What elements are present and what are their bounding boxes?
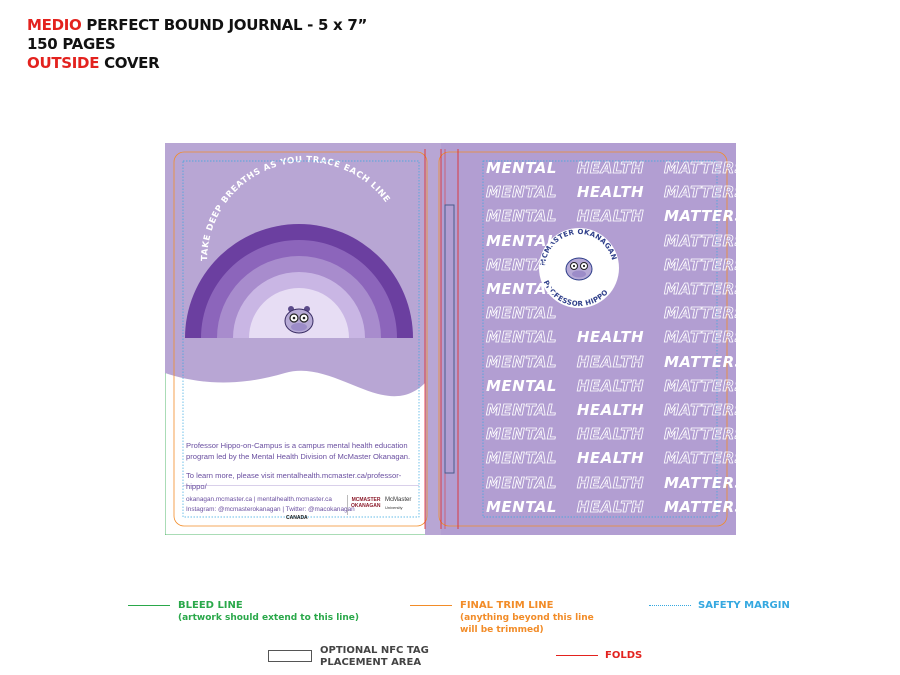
pattern-word: HEALTH	[576, 473, 645, 492]
trim-line-back	[173, 151, 428, 527]
pattern-word: MENTAL	[486, 425, 557, 444]
pattern-word: MATTERS	[663, 231, 746, 250]
pattern-word: HEALTH	[576, 183, 645, 202]
mcmaster-university-logo: McMaster University	[385, 497, 412, 510]
mental-health-matters-pattern: MENTAL HEALTH MATTERS MENTAL HEALTH MATTERS ME…	[486, 159, 746, 519]
footer-websites: okanagan.mcmaster.ca | mentalhealth.mcma…	[186, 496, 332, 503]
hippo-mascot-icon	[284, 306, 314, 334]
safety-swatch	[649, 605, 691, 606]
trim-swatch	[410, 605, 452, 606]
pattern-word: MATTERS	[663, 159, 746, 178]
pattern-word: MENTAL	[486, 304, 557, 323]
pattern-word: MENTAL	[486, 159, 557, 177]
pattern-word: MATTERS	[663, 183, 746, 202]
nfc-tag-area	[444, 204, 455, 474]
pattern-word: MATTERS	[663, 401, 746, 420]
mcmaster-okanagan-logo: MCMASTER OKANAGAN	[351, 497, 381, 509]
front-cover-background	[441, 143, 736, 535]
page-header: MEDIO PERFECT BOUND JOURNAL - 5 x 7” 150…	[27, 16, 367, 73]
pattern-word: MATTERS	[663, 425, 746, 444]
pattern-row: MENTAL HEALTH MATTERS	[486, 352, 746, 371]
professor-hippo-badge: MCMASTER OKANAGAN PROFESSOR HIPPO	[539, 228, 619, 308]
pattern-row: MENTAL HEALTH MATTERS	[486, 497, 746, 516]
nfc-swatch	[268, 650, 312, 662]
pattern-word: HEALTH	[576, 352, 645, 371]
pattern-word: MENTAL	[486, 473, 557, 492]
badge-hippo-icon	[565, 257, 593, 281]
spine	[425, 143, 441, 535]
pattern-row: MENTAL HEALTH MATTERS	[486, 183, 746, 202]
cover-template: TAKE DEEP BREATHS AS YOU TRACE EACH LINE…	[165, 143, 746, 535]
pattern-word: MATTERS	[663, 304, 746, 323]
legend-safety: SAFETY MARGIN	[698, 600, 790, 611]
pattern-word: MATTERS	[663, 473, 746, 492]
pattern-word: HEALTH	[576, 376, 645, 395]
professor-hippo-link[interactable]: mentalhealth.mcmaster.ca/professor-hippo…	[186, 471, 402, 491]
pattern-word: MATTERS	[663, 255, 746, 274]
pattern-word: HEALTH	[576, 425, 645, 444]
pattern-word: MENTAL	[486, 255, 557, 274]
header-line-3: OUTSIDE COVER	[27, 54, 160, 72]
safety-margin-front	[482, 160, 718, 518]
pattern-word: MATTERS	[663, 280, 746, 299]
trim-line-front	[438, 151, 728, 527]
pattern-word: MATTERS	[663, 328, 746, 347]
pattern-word: MENTAL	[486, 376, 557, 395]
pattern-word: HEALTH	[576, 401, 645, 419]
pattern-row: MENTAL HEALTH MATTERS	[486, 328, 746, 347]
folds-swatch	[556, 655, 598, 656]
pattern-word: MENTAL	[486, 280, 557, 298]
pattern-word: MATTERS	[663, 376, 746, 395]
pattern-word: HEALTH	[576, 449, 645, 468]
pattern-word: MATTERS	[663, 449, 746, 468]
pattern-word: MENTAL	[486, 328, 557, 347]
pattern-row: MENTAL HEALTH MATTERS	[486, 473, 746, 492]
footer-social: Instagram: @mcmasterokanagan | Twitter: …	[186, 506, 355, 513]
pattern-word: MENTAL	[486, 183, 557, 202]
safety-margin-back	[182, 160, 420, 518]
pattern-word: HEALTH	[576, 328, 645, 347]
pattern-row: MENTAL HEALTH MATTERS	[486, 159, 746, 178]
back-paragraph-1: Professor Hippo-on-Campus is a campus me…	[186, 441, 411, 461]
back-paragraph-2: To learn more, please visit mentalhealth…	[186, 471, 402, 491]
legend-trim: FINAL TRIM LINE (anything beyond this li…	[460, 600, 594, 635]
header-line-1: MEDIO PERFECT BOUND JOURNAL - 5 x 7”	[27, 16, 368, 34]
pattern-word: HEALTH	[576, 159, 645, 178]
pattern-word: HEALTH	[576, 207, 645, 226]
pattern-word: HEALTH	[576, 497, 645, 516]
bleed-swatch	[128, 605, 170, 606]
pattern-row: MENTAL HEALTH MATTERS	[486, 401, 746, 420]
rainbow-illustration	[185, 224, 413, 338]
back-footer: okanagan.mcmaster.ca | mentalhealth.mcma…	[186, 495, 418, 515]
pattern-word: MENTAL	[486, 449, 557, 468]
pattern-word: MENTAL	[486, 497, 557, 516]
legend-folds: FOLDS	[605, 650, 643, 661]
legend-nfc: OPTIONAL NFC TAG PLACEMENT AREA	[320, 645, 429, 668]
pattern-word: MATTERS	[663, 352, 746, 371]
cover-artwork: TAKE DEEP BREATHS AS YOU TRACE EACH LINE…	[165, 143, 736, 535]
pattern-row: MENTAL HEALTH MATTERS	[486, 207, 746, 226]
pattern-row: MENTAL HEALTH MATTERS	[486, 376, 746, 395]
legend-bleed: BLEED LINE (artwork should extend to thi…	[178, 600, 359, 623]
back-cover-text: Professor Hippo-on-Campus is a campus me…	[186, 440, 418, 500]
pattern-row: MENTAL HEALTH MATTERS	[486, 449, 746, 468]
pattern-word: MATTERS	[663, 497, 746, 516]
pattern-row: MENTAL HEALTH MATTERS	[486, 425, 746, 444]
header-line-2: 150 PAGES	[27, 35, 116, 53]
footer-country: CANADA	[286, 515, 308, 521]
pattern-word: MENTAL	[486, 231, 557, 250]
pattern-word: MENTAL	[486, 207, 557, 226]
pattern-word: MATTERS	[663, 207, 746, 226]
pattern-word: MENTAL	[486, 352, 557, 371]
pattern-word: MENTAL	[486, 401, 557, 420]
